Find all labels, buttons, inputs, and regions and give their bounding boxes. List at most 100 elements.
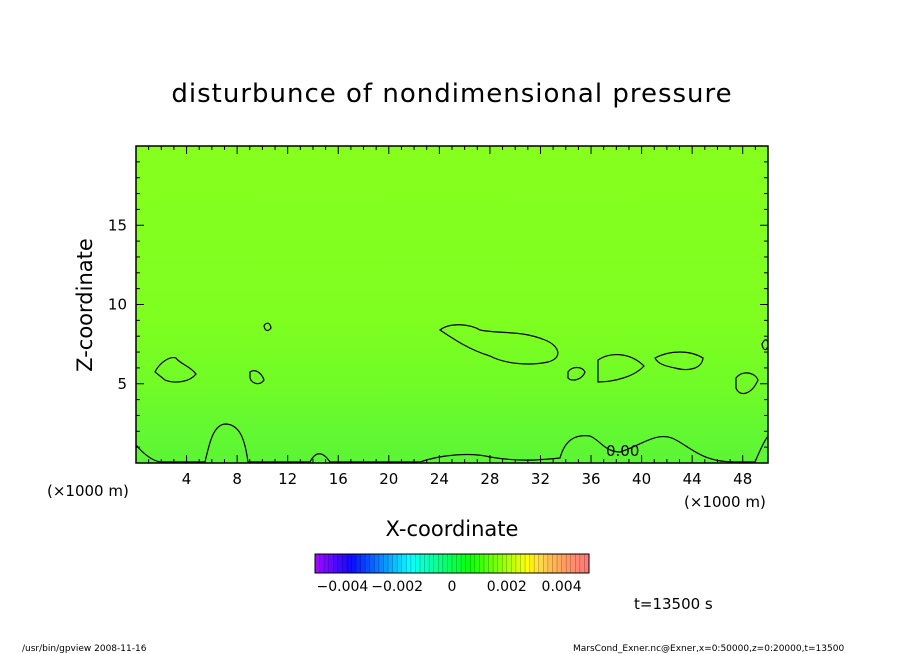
footer-right: MarsCond_Exner.nc@Exner,x=0:50000,z=0:20…: [573, 644, 844, 654]
colorbar-tick-label: −0.002: [371, 579, 423, 595]
contour-island-5: [567, 366, 586, 381]
colorbar-segment: [420, 554, 425, 573]
colorbar-tick-label: 0: [448, 579, 457, 595]
y-tick-label: 15: [108, 216, 127, 234]
colorbar-segment: [406, 554, 412, 573]
colorbar-segment: [378, 554, 384, 573]
contour-island-6: [597, 354, 645, 383]
zero-contours: [136, 322, 768, 463]
colorbar-tick-labels: −0.004 −0.002 0 0.002 0.004: [316, 579, 581, 595]
colorbar-segment: [337, 554, 343, 573]
colorbar-tick-label: 0.002: [487, 579, 527, 595]
colorbar: [314, 554, 590, 573]
colorbar-segment: [547, 554, 553, 573]
colorbar-segment: [511, 554, 517, 573]
colorbar-segment: [346, 554, 352, 573]
contour-island-7: [654, 351, 704, 371]
colorbar-segment: [442, 554, 448, 573]
colorbar-frame: [314, 553, 590, 574]
colorbar-segment: [461, 554, 466, 573]
contour-island-4: [438, 324, 559, 365]
colorbar-segment: [502, 554, 508, 573]
x-tick-label: 8: [232, 470, 242, 488]
colorbar-segment: [470, 554, 476, 573]
colorbar-segment: [438, 554, 444, 573]
x-tick-label: 32: [531, 470, 550, 488]
contour-island-9: [761, 339, 768, 351]
colorbar-segment: [488, 554, 494, 573]
contour-bottom: [136, 423, 768, 463]
contour-level-label: 0.00: [606, 442, 639, 460]
contour-island-8: [735, 372, 759, 395]
colorbar-segment: [424, 554, 430, 573]
colorbar-segment: [447, 554, 453, 573]
colorbar-segment: [324, 554, 329, 573]
x-axis-ticks: 4 8 12 16 20 24 28 32 36 40 44 48: [148, 146, 756, 488]
colorbar-segment: [360, 554, 366, 573]
x-tick-label: 48: [733, 470, 752, 488]
colorbar-segment: [374, 554, 380, 573]
colorbar-segment: [584, 554, 590, 573]
colorbar-segment: [356, 554, 361, 573]
colorbar-segment: [392, 554, 398, 573]
chart-title: disturbunce of nondimensional pressure: [171, 79, 732, 109]
colorbar-segment: [538, 554, 544, 573]
colorbar-segment: [506, 554, 512, 573]
x-tick-label: 36: [581, 470, 600, 488]
colorbar-segment: [319, 554, 325, 573]
colorbar-segment: [328, 554, 334, 573]
colorbar-segment: [561, 554, 567, 573]
colorbar-segment: [452, 554, 457, 573]
colorbar-segment: [465, 554, 471, 573]
contour-island-2: [249, 370, 265, 385]
x-tick-label: 16: [329, 470, 348, 488]
colorbar-segment: [520, 554, 526, 573]
x-tick-label: 12: [278, 470, 297, 488]
colorbar-segment: [315, 554, 320, 573]
colorbar-segment: [483, 554, 489, 573]
colorbar-segment: [333, 554, 339, 573]
colorbar-segment: [497, 554, 503, 573]
colorbar-segment: [525, 554, 530, 573]
y-tick-label: 10: [108, 296, 127, 314]
colorbar-segment: [365, 554, 371, 573]
colorbar-segment: [479, 554, 485, 573]
y-axis-ticks: 5 10 15: [108, 161, 768, 448]
x-tick-label: 44: [683, 470, 702, 488]
colorbar-segment: [388, 554, 393, 573]
x-axis-label: X-coordinate: [386, 517, 519, 541]
colorbar-segment: [570, 554, 576, 573]
x-tick-label: 20: [379, 470, 398, 488]
colorbar-segment: [433, 554, 439, 573]
x-tick-label: 28: [480, 470, 499, 488]
x-tick-label: 24: [430, 470, 449, 488]
footer-left: /usr/bin/gpview 2008-11-16: [22, 644, 147, 654]
contour-island-3: [263, 322, 272, 332]
colorbar-tick-label: 0.004: [542, 579, 582, 595]
x-tick-label: 4: [182, 470, 192, 488]
colorbar-segment: [456, 554, 462, 573]
colorbar-segment: [534, 554, 540, 573]
colorbar-segment: [529, 554, 535, 573]
x-unit-label: (×1000 m): [684, 493, 766, 511]
colorbar-segment: [575, 554, 581, 573]
colorbar-segment: [415, 554, 421, 573]
colorbar-segment: [342, 554, 348, 573]
x-tick-label: 40: [632, 470, 651, 488]
colorbar-segment: [543, 554, 549, 573]
colorbar-segment: [401, 554, 407, 573]
time-label: t=13500 s: [634, 595, 713, 613]
colorbar-segment: [579, 554, 585, 573]
heatmap-field: [136, 146, 768, 463]
colorbar-segment: [566, 554, 572, 573]
colorbar-segment: [557, 554, 562, 573]
colorbar-tick-label: −0.004: [316, 579, 368, 595]
colorbar-segment: [383, 554, 389, 573]
colorbar-segment: [429, 554, 435, 573]
colorbar-segment: [351, 554, 357, 573]
y-axis-label: Z-coordinate: [73, 238, 97, 372]
colorbar-segment: [552, 554, 558, 573]
colorbar-segment: [515, 554, 521, 573]
colorbar-segment: [493, 554, 498, 573]
